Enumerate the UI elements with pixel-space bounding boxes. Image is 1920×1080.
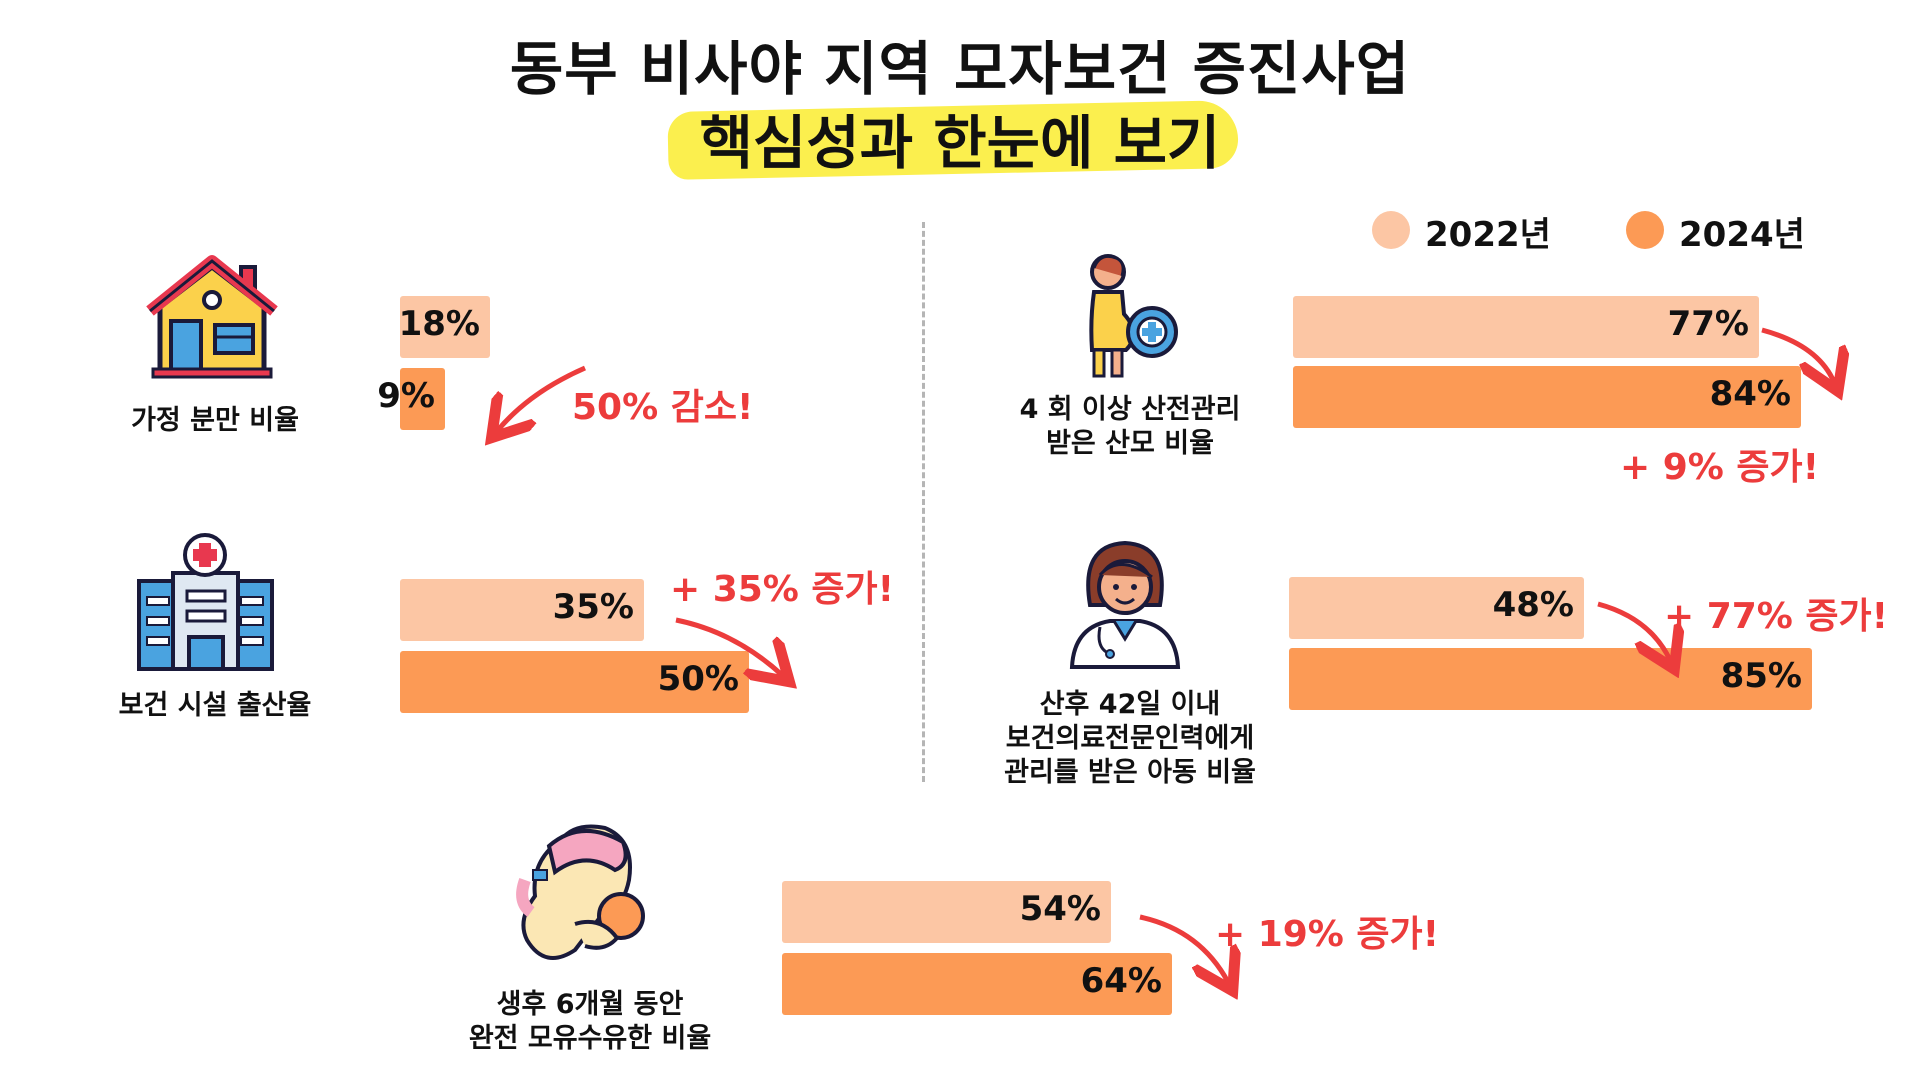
- bar-value-antenatal-2024: 84%: [1709, 374, 1791, 414]
- indicator-label-facility-birth: 보건 시설 출산율: [118, 690, 312, 721]
- bar-value-home-birth-2022: 18%: [398, 304, 480, 344]
- bar-postnatal-2022: 48%: [1289, 577, 1584, 639]
- hospital-icon: [137, 533, 274, 671]
- indicator-label-home-birth: 가정 분만 비율: [131, 405, 299, 436]
- note-antenatal: + 9% 증가!: [1620, 447, 1820, 488]
- doctor-icon: [1069, 540, 1181, 669]
- legend-label-2024: 2024년: [1679, 215, 1805, 255]
- bar-value-facility-birth-2024: 50%: [657, 659, 739, 699]
- bar-facility-birth-2022: 35%: [400, 579, 644, 641]
- pregnant-woman-icon: [1089, 254, 1178, 378]
- indicator-label-postnatal-line-3: 관리를 받은 아동 비율: [1004, 757, 1256, 788]
- indicator-label-breastfeeding-line-2: 완전 모유수유한 비율: [468, 1023, 712, 1054]
- arrow-postnatal: [1597, 601, 1670, 660]
- bar-value-postnatal-2022: 48%: [1492, 585, 1574, 625]
- bar-breastfeeding-2024: 64%: [782, 953, 1172, 1015]
- indicator-label-postnatal: 산후 42일 이내 보건의료전문인력에게 관리를 받은 아동 비율: [950, 688, 1310, 790]
- indicator-label-breastfeeding-line-1: 생후 6개월 동안: [496, 989, 684, 1020]
- bar-home-birth-2022: 18%: [398, 296, 490, 358]
- indicator-label-antenatal-line-1: 4 회 이상 산전관리: [1019, 394, 1241, 425]
- page-title: 동부 비사야 지역 모자보건 증진사업: [509, 35, 1411, 103]
- note-breastfeeding: + 19% 증가!: [1215, 914, 1440, 955]
- indicator-label-postnatal-line-1: 산후 42일 이내: [1039, 689, 1221, 720]
- page-subtitle: 핵심성과 한눈에 보기: [699, 109, 1221, 177]
- arrow-antenatal: [1761, 327, 1834, 382]
- bar-postnatal-2024: 85%: [1289, 648, 1812, 710]
- bar-value-facility-birth-2022: 35%: [552, 587, 634, 627]
- bar-antenatal-2024: 84%: [1293, 366, 1801, 428]
- indicator-label-breastfeeding: 생후 6개월 동안 완전 모유수유한 비율: [410, 988, 770, 1056]
- house-icon: [146, 255, 278, 379]
- note-postnatal: + 77% 증가!: [1664, 596, 1889, 637]
- indicator-label-postnatal-line-2: 보건의료전문인력에게: [1005, 723, 1255, 754]
- breastfeeding-icon: [516, 824, 645, 960]
- bar-value-home-birth-2024: 9%: [377, 376, 435, 416]
- indicator-label-antenatal: 4 회 이상 산전관리 받은 산모 비율: [960, 393, 1300, 461]
- center-divider: [922, 222, 925, 782]
- arrow-home-birth: [498, 365, 587, 430]
- arrow-breastfeeding: [1139, 914, 1228, 982]
- legend-swatch-2024: [1626, 211, 1664, 249]
- note-home-birth: 50% 감소!: [572, 387, 754, 428]
- bar-breastfeeding-2022: 54%: [782, 881, 1111, 943]
- bar-value-breastfeeding-2022: 54%: [1019, 889, 1101, 929]
- bar-value-breastfeeding-2024: 64%: [1080, 961, 1162, 1001]
- bar-facility-birth-2024: 50%: [400, 651, 749, 713]
- bar-value-postnatal-2024: 85%: [1720, 656, 1802, 696]
- arrow-facility-birth: [675, 617, 782, 675]
- bar-home-birth-2024: 9%: [377, 368, 445, 430]
- bar-antenatal-2022: 77%: [1293, 296, 1759, 358]
- bar-value-antenatal-2022: 77%: [1667, 304, 1749, 344]
- note-facility-birth: + 35% 증가!: [670, 569, 895, 610]
- indicator-label-antenatal-line-2: 받은 산모 비율: [1046, 428, 1214, 459]
- legend-swatch-2022: [1372, 211, 1410, 249]
- legend-label-2022: 2022년: [1425, 215, 1551, 255]
